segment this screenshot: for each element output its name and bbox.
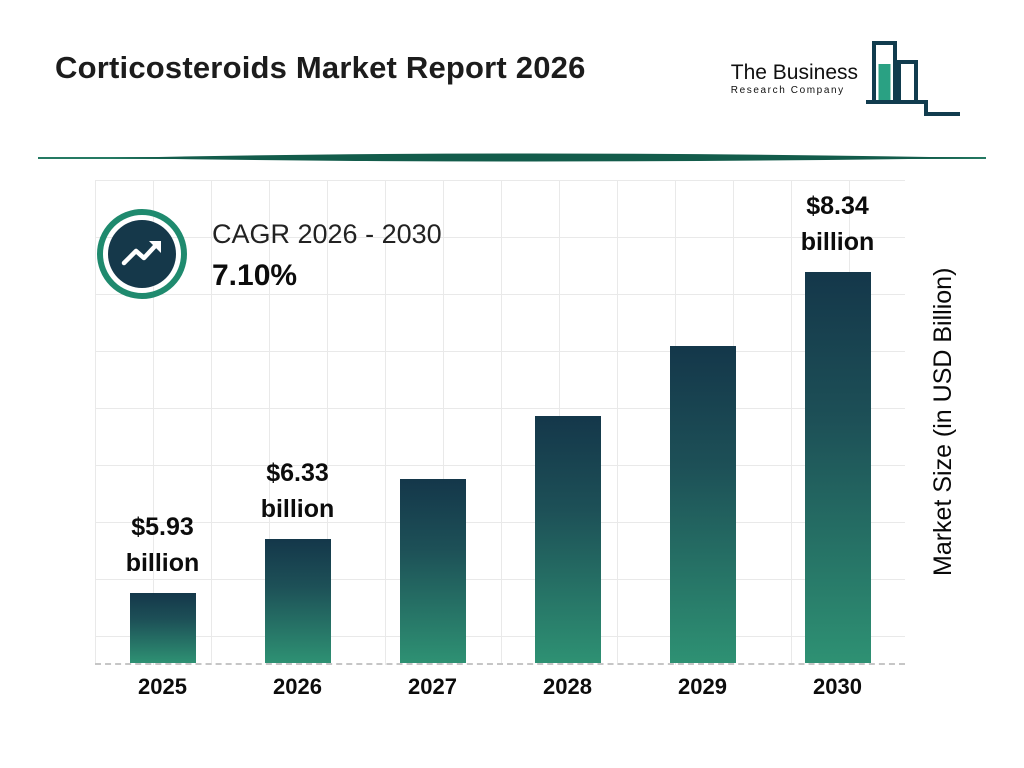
page-title: Corticosteroids Market Report 2026 <box>55 50 586 85</box>
bar-column: $5.93 billion <box>95 180 230 663</box>
cagr-value: 7.10% <box>212 259 298 293</box>
bar <box>534 416 601 663</box>
bar-value-amount: $5.93 <box>131 512 194 541</box>
bar-value-label: $8.34 billion <box>801 188 875 261</box>
x-axis-label: 2030 <box>813 674 862 699</box>
bar-value-unit: billion <box>260 494 335 523</box>
lens-divider <box>0 146 1024 172</box>
x-axis-label: 2029 <box>678 674 727 699</box>
bar-chart-logo-icon <box>866 38 962 123</box>
bar <box>804 272 871 663</box>
bar-column <box>365 180 500 663</box>
bar-value-unit: billion <box>800 227 875 256</box>
bar-value-unit: billion <box>125 548 200 577</box>
bar <box>669 346 736 663</box>
cagr-badge: CAGR 2026 - 2030 7.10% <box>96 208 442 305</box>
bar <box>264 539 331 663</box>
cagr-label: CAGR 2026 - 2030 <box>212 219 442 250</box>
bar <box>399 479 466 663</box>
company-logo: The Business Research Company <box>731 38 962 123</box>
x-axis-label: 2028 <box>543 674 592 699</box>
x-axis-label: 2026 <box>273 674 322 699</box>
bar-column <box>500 180 635 663</box>
bar-value-amount: $8.34 <box>806 191 869 220</box>
bar-column <box>635 180 770 663</box>
x-axis-label: 2027 <box>408 674 457 699</box>
bar-column: $8.34 billion <box>770 180 905 663</box>
bar <box>129 593 196 663</box>
bar-value-amount: $6.33 <box>266 458 329 487</box>
plot-area: $5.93 billion $6.33 billion $8.34 billion <box>95 180 905 665</box>
y-axis-label: Market Size (in USD Billion) <box>929 267 957 576</box>
bar-column: $6.33 billion <box>230 180 365 663</box>
logo-subname-line: Research Company <box>730 85 845 97</box>
trend-up-arrow-icon <box>96 208 188 305</box>
x-axis-label: 2025 <box>138 674 187 699</box>
bars-row: $5.93 billion $6.33 billion $8.34 billion <box>95 180 905 663</box>
logo-name-line: The Business <box>730 61 858 84</box>
x-axis-labels-row: 2025 2026 2027 2028 2029 2030 <box>95 674 905 700</box>
bar-value-label: $6.33 billion <box>261 455 335 528</box>
cagr-text: CAGR 2026 - 2030 7.10% <box>212 216 442 297</box>
company-logo-text: The Business Research Company <box>730 61 858 97</box>
bar-value-label: $5.93 billion <box>126 509 200 582</box>
